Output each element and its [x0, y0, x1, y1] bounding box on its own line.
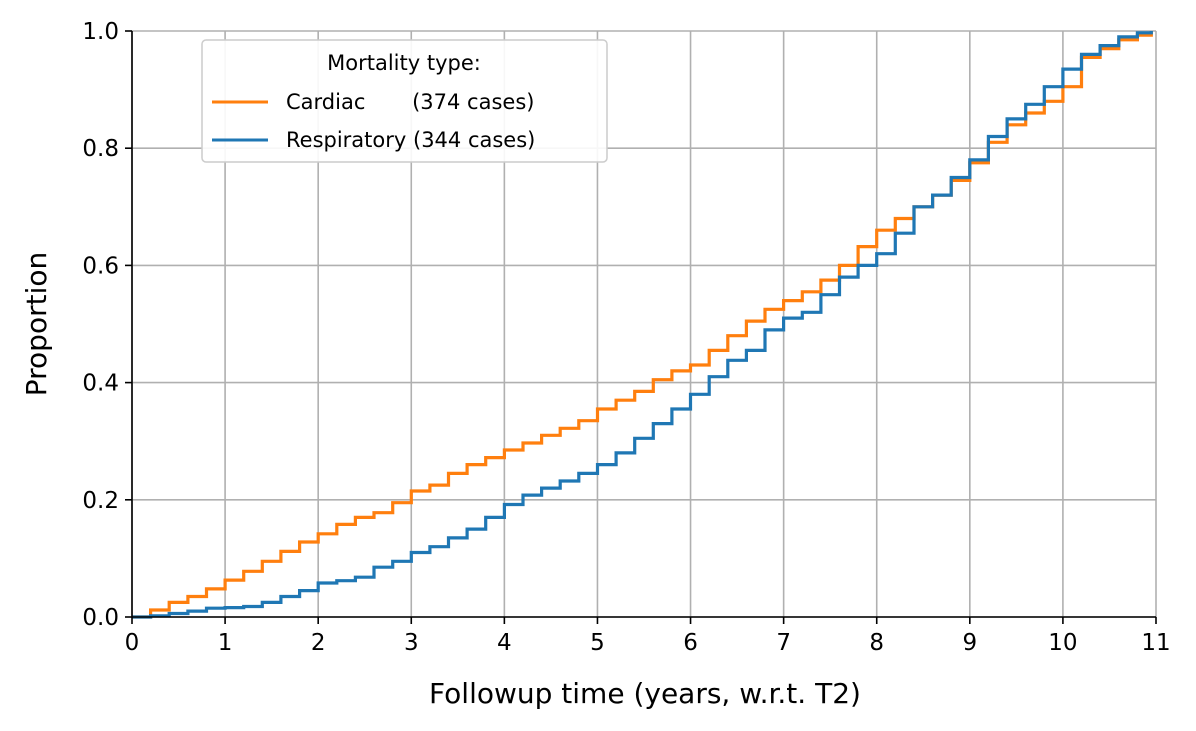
y-axis-title: Proportion — [20, 252, 53, 396]
x-tick-label: 6 — [683, 630, 698, 656]
y-tick-label: 0.4 — [82, 371, 119, 397]
x-tick-label: 9 — [962, 630, 977, 656]
x-tick-label: 10 — [1048, 630, 1077, 656]
series-line-respiratory — [132, 31, 1153, 619]
legend-label-cardiac: Cardiac (374 cases) — [286, 90, 534, 114]
x-tick-label: 0 — [125, 630, 140, 656]
x-axis-title: Followup time (years, w.r.t. T2) — [429, 677, 861, 710]
x-tick-label: 1 — [218, 630, 233, 656]
y-tick-label: 0.6 — [82, 253, 119, 279]
x-tick-label: 11 — [1141, 630, 1170, 656]
x-tick-label: 8 — [869, 630, 884, 656]
x-tick-label: 2 — [311, 630, 326, 656]
y-tick-label: 0.0 — [82, 605, 119, 631]
legend-label-respiratory: Respiratory (344 cases) — [286, 128, 535, 152]
x-tick-label: 4 — [497, 630, 512, 656]
y-tick-label: 0.8 — [82, 136, 119, 162]
x-tick-label: 7 — [776, 630, 791, 656]
ticks: 0 1 2 3 4 5 6 7 8 9 10 11 0.0 0.2 0.4 0.6 0.8 1.0 — [82, 19, 1170, 656]
y-tick-label: 0.2 — [82, 488, 119, 514]
series-layer — [132, 31, 1153, 619]
legend-title: Mortality type: — [327, 51, 481, 75]
y-tick-label: 1.0 — [82, 19, 119, 45]
x-tick-label: 3 — [404, 630, 419, 656]
legend-frame — [201, 39, 608, 163]
legend: Mortality type: Cardiac (374 cases) Resp… — [201, 39, 608, 163]
axes — [131, 31, 1156, 618]
x-tick-label: 5 — [590, 630, 605, 656]
